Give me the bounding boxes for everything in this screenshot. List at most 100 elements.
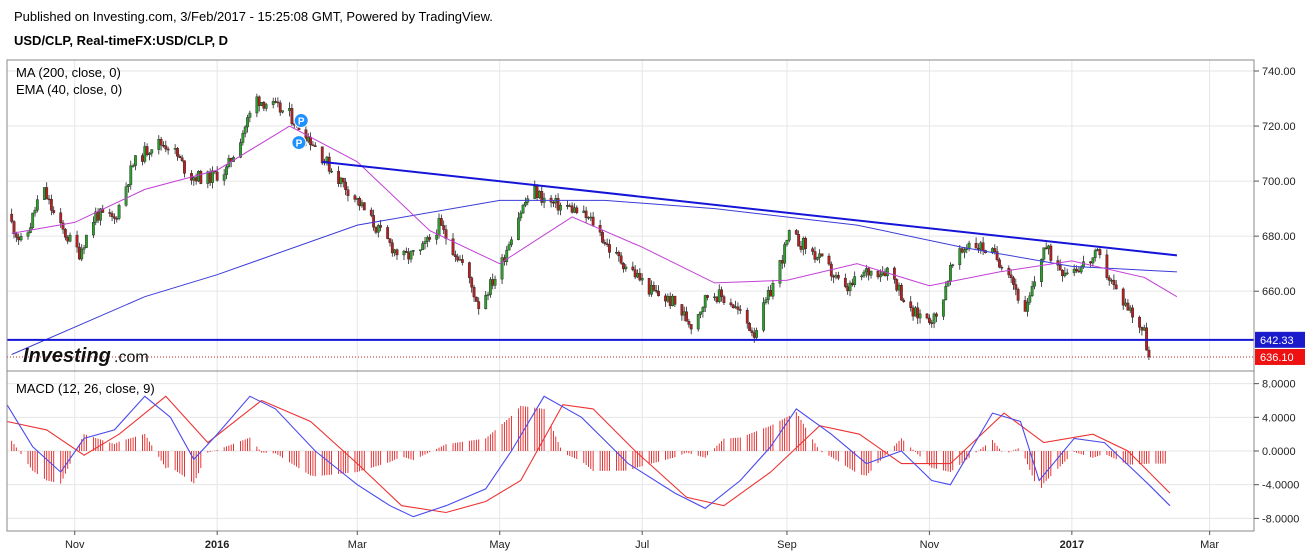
candle-body-up (897, 284, 901, 291)
candle (164, 140, 168, 153)
candle-body-down (12, 221, 16, 234)
candle (685, 306, 688, 322)
candle (1030, 280, 1034, 297)
candle (799, 241, 803, 253)
candle (173, 144, 177, 155)
candle-body-up (281, 110, 284, 113)
candle-body-up (860, 275, 864, 278)
candle-body-down (215, 171, 219, 181)
candle (701, 306, 705, 318)
candle-body-down (369, 209, 373, 216)
candle (94, 207, 98, 226)
candle (778, 259, 782, 288)
candle (404, 247, 408, 253)
candle (467, 261, 471, 284)
candle-body-up (19, 236, 23, 241)
candle-body-up (946, 281, 950, 287)
candle (636, 269, 639, 279)
candle-body-up (143, 146, 147, 162)
candle-body-down (633, 269, 637, 278)
candle-body-up (587, 217, 590, 219)
candle (278, 100, 282, 116)
candle-body-down (566, 205, 569, 207)
time-tick-label: May (489, 539, 510, 551)
candle-body-down (909, 301, 913, 308)
candle-body-down (108, 212, 112, 214)
candle-body-down (657, 290, 660, 297)
candle-body-down (208, 171, 212, 183)
candle-body-up (33, 209, 37, 214)
candle (96, 208, 100, 224)
candle (1007, 265, 1011, 279)
candle (1091, 257, 1095, 267)
candle (10, 208, 14, 224)
candle (647, 278, 651, 297)
candle (535, 184, 539, 201)
candle (49, 194, 53, 216)
candle (362, 202, 366, 211)
candle-body-down (96, 211, 100, 221)
candle (729, 298, 733, 307)
candle (1047, 244, 1050, 255)
candle (1121, 287, 1125, 310)
candle-body-down (902, 299, 906, 302)
price-pane[interactable] (10, 93, 1151, 360)
candle (1138, 315, 1141, 334)
candle-body-up (696, 314, 700, 330)
candle (1040, 258, 1043, 287)
candle-body-down (935, 313, 938, 317)
candle (390, 239, 394, 257)
candle (876, 270, 880, 280)
candle (379, 219, 383, 232)
candle-body-up (239, 142, 242, 158)
candle (61, 220, 65, 234)
candle-body-up (1096, 249, 1099, 251)
macd-tick-label: 8.0000 (1262, 379, 1296, 391)
price-tick-label: 660.00 (1262, 286, 1296, 298)
candle-body-down (159, 139, 163, 146)
candle (834, 271, 838, 280)
candle (80, 244, 84, 262)
candle (143, 142, 147, 164)
candle (885, 266, 889, 281)
time-tick-label: Jul (635, 539, 649, 551)
candle (1098, 247, 1102, 259)
candle-body-down (911, 307, 915, 317)
candle-body-up (423, 241, 427, 244)
candle (818, 249, 822, 264)
candle-body-up (671, 295, 674, 306)
candle-body-up (1142, 327, 1146, 331)
candle (853, 271, 857, 288)
candle-body-up (755, 330, 759, 338)
candle (460, 254, 464, 266)
price-overlays: PP (7, 113, 1254, 358)
candle-body-down (769, 290, 773, 297)
candle (474, 296, 478, 302)
candle (617, 250, 621, 262)
candle (689, 324, 693, 335)
candle-body-up (944, 286, 948, 300)
candle-body-up (1026, 302, 1029, 312)
candle (444, 224, 448, 245)
candle-body-down (591, 216, 595, 226)
candle-body-up (1110, 279, 1113, 282)
candle-body-down (460, 259, 464, 263)
candle-body-down (1140, 327, 1144, 331)
candle-body-down (706, 295, 709, 298)
candle-body-down (428, 237, 432, 240)
candle-body-up (521, 204, 525, 214)
candle-body-down (176, 148, 179, 157)
candle (654, 285, 658, 294)
candle (1000, 264, 1004, 271)
candle-body-up (713, 296, 716, 299)
candle-body-up (288, 108, 291, 111)
candle-body-up (766, 290, 770, 300)
candle-body-up (1028, 295, 1032, 303)
candle (664, 293, 667, 307)
candle (867, 266, 871, 281)
macd-pane[interactable] (6, 395, 1171, 518)
candle (281, 110, 284, 114)
candle (358, 196, 362, 211)
candle-body-up (117, 205, 121, 219)
